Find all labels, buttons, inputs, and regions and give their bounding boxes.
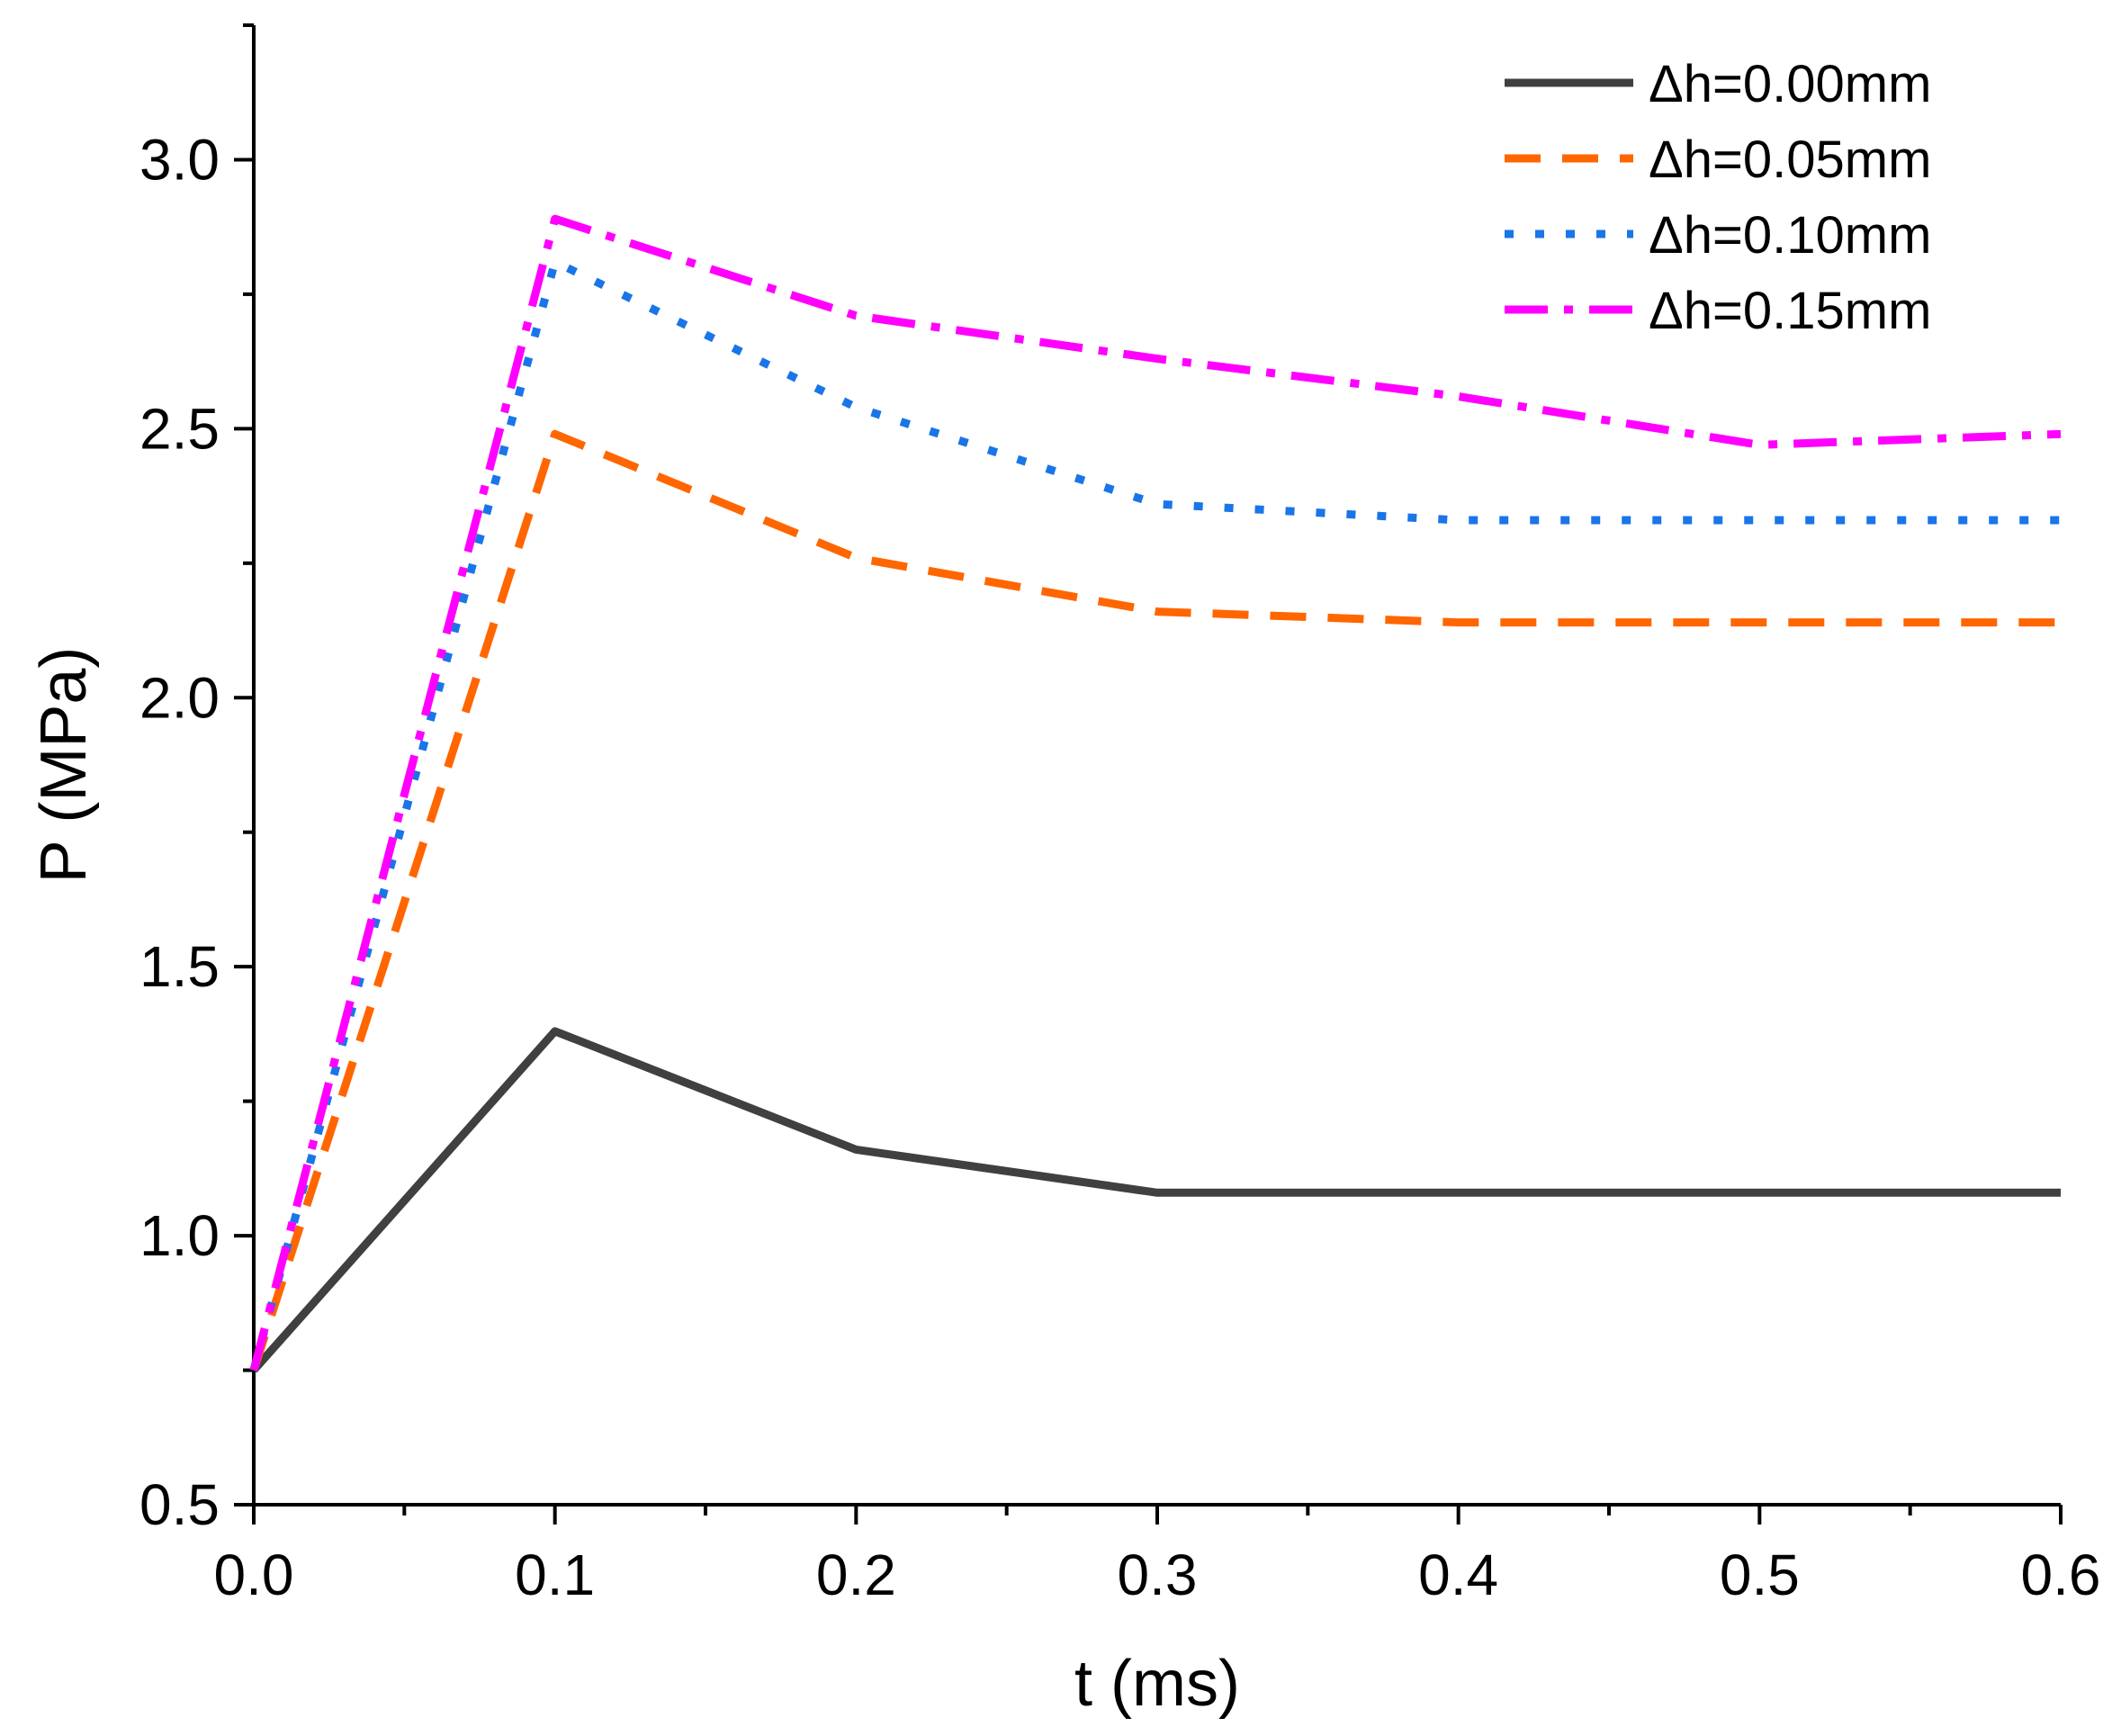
legend-label: Δh=0.05mm [1649,130,1931,189]
y-axis-title: P (MPa) [28,647,100,884]
y-tick-label: 0.5 [139,1472,220,1537]
axes: 0.0 0.1 0.2 0.3 0.4 0.5 0.6 0.5 1.0 1.5 2.0 2.5 3.0 [139,23,2101,1607]
x-tick-label: 0.0 [214,1543,294,1607]
series-lines [249,214,2062,1373]
x-tick-label: 0.6 [2021,1543,2101,1607]
x-tick-label: 0.5 [1720,1543,1800,1607]
y-tick-label: 3.0 [139,127,220,192]
y-tick-label: 2.5 [139,396,220,461]
series-line-h-0-10mm [249,257,2061,1372]
y-tick-label: 1.0 [139,1203,220,1268]
x-tick-label: 0.2 [816,1543,896,1607]
legend-label: Δh=0.00mm [1649,55,1931,113]
y-tick-label: 1.5 [139,934,220,999]
legend-label: Δh=0.10mm [1649,206,1931,265]
x-tick-label: 0.3 [1118,1543,1198,1607]
series-line-h-0-00mm [250,1027,2061,1373]
x-tick-label: 0.1 [515,1543,595,1607]
x-tick-label: 0.4 [1418,1543,1498,1607]
legend: Δh=0.00mm Δh=0.05mm Δh=0.10mm Δh=0.15mm [1505,55,1931,340]
x-axis-title: t (ms) [1074,1648,1240,1720]
series-line-h-0-05mm [249,429,2061,1372]
series-line-h-0-15mm [249,214,2062,1372]
y-tick-label: 2.0 [139,665,220,730]
legend-label: Δh=0.15mm [1649,282,1931,340]
